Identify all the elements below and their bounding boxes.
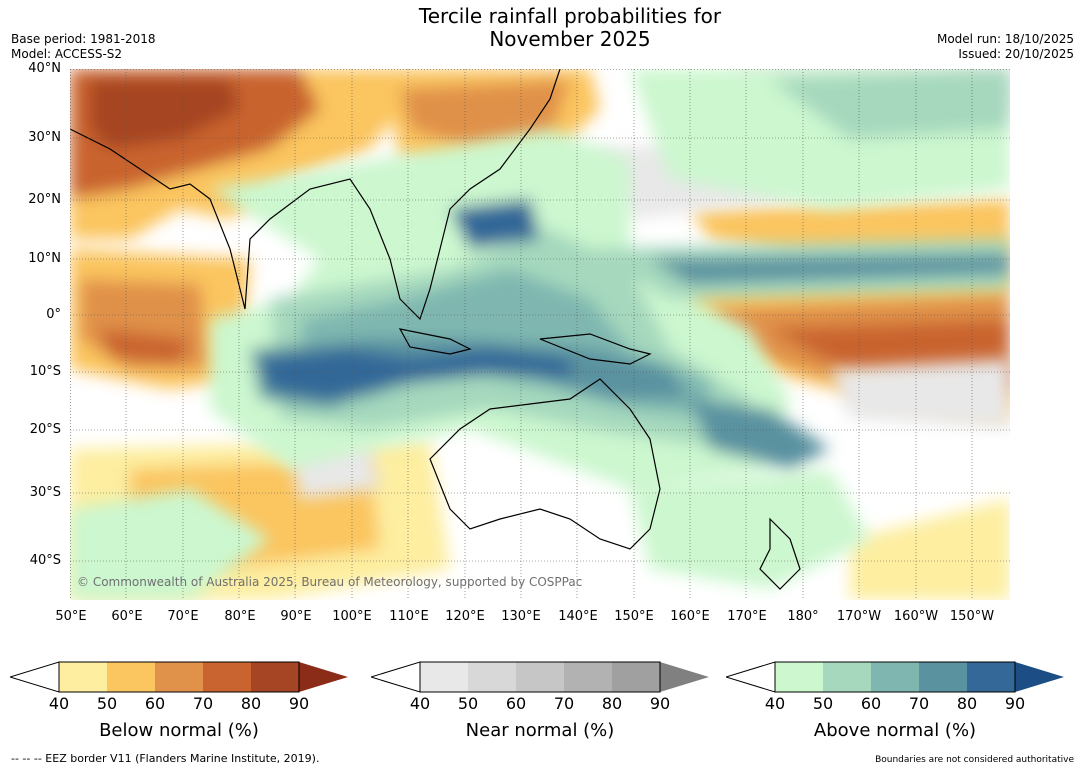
below-cb-swatch-1 <box>59 662 107 692</box>
run-info: Model run: 18/10/2025 Issued: 20/10/2025 <box>937 32 1074 62</box>
lon-label-170e: 170°E <box>727 609 767 624</box>
above-cb-high-extend <box>1015 662 1064 692</box>
lon-label-180: 180° <box>787 609 819 624</box>
lat-label-20s: 20°S <box>29 422 61 437</box>
lon-label-100e: 100°E <box>332 609 372 624</box>
above-normal-colorbar <box>726 661 1064 693</box>
lat-label-30s: 30°S <box>29 485 61 500</box>
lat-label-40s: 40°S <box>29 553 61 568</box>
above-cb-swatch-2 <box>823 662 871 692</box>
below-cb-tick-80: 80 <box>240 694 262 713</box>
above-normal-regions <box>70 69 1010 600</box>
near-normal-colorbar <box>371 661 709 693</box>
below-cb-swatch-5 <box>251 662 299 692</box>
above-cb-tick-50: 50 <box>812 694 834 713</box>
below-cb-swatch-2 <box>107 662 155 692</box>
near-cb-tick-70: 70 <box>553 694 575 713</box>
above-cb-tick-70: 70 <box>908 694 930 713</box>
title-line-2: November 2025 <box>489 27 651 51</box>
lon-label-160e: 160°E <box>670 609 710 624</box>
above-cb-tick-90: 90 <box>1004 694 1026 713</box>
near-cb-high-extend <box>660 662 709 692</box>
lat-label-30n: 30°N <box>28 130 61 145</box>
near-cb-swatch-5 <box>612 662 660 692</box>
map-svg <box>70 69 1010 600</box>
below-cb-tick-60: 60 <box>144 694 166 713</box>
lon-label-90e: 90°E <box>280 609 312 624</box>
near-cb-tick-50: 50 <box>457 694 479 713</box>
lon-label-140e: 140°E <box>558 609 598 624</box>
below-cb-tick-40: 40 <box>48 694 70 713</box>
near-cb-swatch-2 <box>468 662 516 692</box>
below-cb-low-extend <box>10 661 60 693</box>
model-run-date: Model run: 18/10/2025 <box>936 32 1074 46</box>
lon-label-170w: 170°W <box>836 609 882 624</box>
below-cb-swatch-4 <box>203 662 251 692</box>
near-cb-tick-40: 40 <box>409 694 431 713</box>
above-cb-swatch-4 <box>919 662 967 692</box>
above-cb-swatch-5 <box>967 662 1015 692</box>
map-title: Tercile rainfall probabilities for Novem… <box>300 5 840 51</box>
below-cb-swatch-3 <box>155 662 203 692</box>
rainfall-probability-map[interactable] <box>70 69 1010 600</box>
near-cb-swatch-1 <box>420 662 468 692</box>
below-cb-tick-50: 50 <box>96 694 118 713</box>
below-cb-frame <box>58 661 300 693</box>
title-line-1: Tercile rainfall probabilities for <box>418 4 722 28</box>
near-cb-frame <box>419 661 661 693</box>
issued-date: Issued: 20/10/2025 <box>958 47 1074 61</box>
lon-label-110e: 110°E <box>389 609 429 624</box>
lon-label-130e: 130°E <box>501 609 541 624</box>
lat-label-20n: 20°N <box>28 192 61 207</box>
lat-label-40n: 40°N <box>28 61 61 76</box>
near-cb-tick-90: 90 <box>649 694 671 713</box>
lat-label-0: 0° <box>46 307 61 322</box>
above-cb-frame <box>774 661 1016 693</box>
graticule <box>70 69 1010 600</box>
lon-label-80e: 80°E <box>224 609 256 624</box>
model-info: Base period: 1981-2018 Model: ACCESS-S2 <box>11 32 156 62</box>
lat-label-10n: 10°N <box>28 251 61 266</box>
near-cb-tick-80: 80 <box>601 694 623 713</box>
above-cb-tick-40: 40 <box>764 694 786 713</box>
above-normal-label: Above normal (%) <box>813 720 977 741</box>
copyright-notice: © Commonwealth of Australia 2025, Bureau… <box>77 575 583 589</box>
below-cb-tick-90: 90 <box>288 694 310 713</box>
above-cb-low-extend <box>726 661 776 693</box>
coastlines <box>70 69 801 590</box>
near-cb-tick-60: 60 <box>505 694 527 713</box>
lat-label-10s: 10°S <box>29 364 61 379</box>
near-cb-low-extend <box>371 661 421 693</box>
lon-label-150e: 150°E <box>614 609 654 624</box>
below-cb-tick-70: 70 <box>192 694 214 713</box>
above-cb-swatch-1 <box>775 662 823 692</box>
lon-label-120e: 120°E <box>445 609 485 624</box>
below-normal-label: Below normal (%) <box>99 720 259 741</box>
lon-label-150w: 150°W <box>949 609 995 624</box>
near-cb-swatch-4 <box>564 662 612 692</box>
near-normal-label: Near normal (%) <box>465 720 615 741</box>
eez-border-note: -- -- -- EEZ border V11 (Flanders Marine… <box>11 752 320 765</box>
above-cb-tick-60: 60 <box>860 694 882 713</box>
lon-label-50e: 50°E <box>55 609 87 624</box>
boundaries-disclaimer: Boundaries are not considered authoritat… <box>875 755 1074 765</box>
above-cb-tick-80: 80 <box>956 694 978 713</box>
model-name: Model: ACCESS-S2 <box>11 47 123 61</box>
near-cb-swatch-3 <box>516 662 564 692</box>
base-period: Base period: 1981-2018 <box>11 32 156 46</box>
lon-label-60e: 60°E <box>111 609 143 624</box>
below-cb-high-extend <box>299 662 348 692</box>
below-normal-colorbar <box>10 661 348 693</box>
lon-label-70e: 70°E <box>167 609 199 624</box>
above-cb-swatch-3 <box>871 662 919 692</box>
lon-label-160w: 160°W <box>893 609 939 624</box>
